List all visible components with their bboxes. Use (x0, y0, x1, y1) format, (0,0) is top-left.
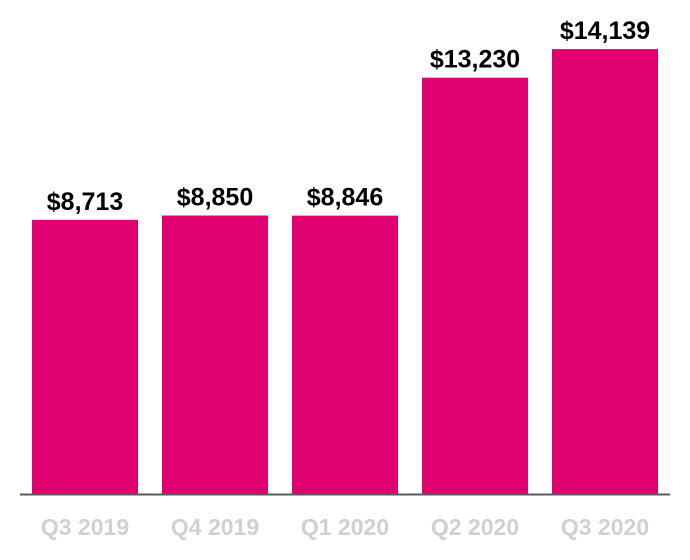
bar-q4-2019 (162, 215, 268, 494)
data-label: $13,230 (430, 46, 520, 74)
bar-q3-2019 (32, 219, 138, 494)
data-labels-layer: $8,713 $8,850 $8,846 $13,230 $14,139 (47, 17, 650, 216)
bar-q2-2020 (422, 77, 528, 495)
data-label: $8,713 (47, 188, 123, 216)
data-label: $8,846 (307, 184, 383, 212)
data-label: $14,139 (560, 17, 650, 45)
x-tick-label: Q3 2020 (561, 514, 649, 540)
x-tick-label: Q3 2019 (41, 514, 129, 540)
data-label: $8,850 (177, 184, 253, 212)
x-tick-label: Q1 2020 (301, 514, 389, 540)
bar-q3-2020 (552, 49, 658, 494)
bar-q1-2020 (292, 215, 398, 494)
bars-layer (32, 49, 658, 495)
x-tick-labels-layer: Q3 2019 Q4 2019 Q1 2020 Q2 2020 Q3 2020 (41, 514, 649, 540)
x-tick-label: Q2 2020 (431, 514, 519, 540)
x-tick-label: Q4 2019 (171, 514, 259, 540)
